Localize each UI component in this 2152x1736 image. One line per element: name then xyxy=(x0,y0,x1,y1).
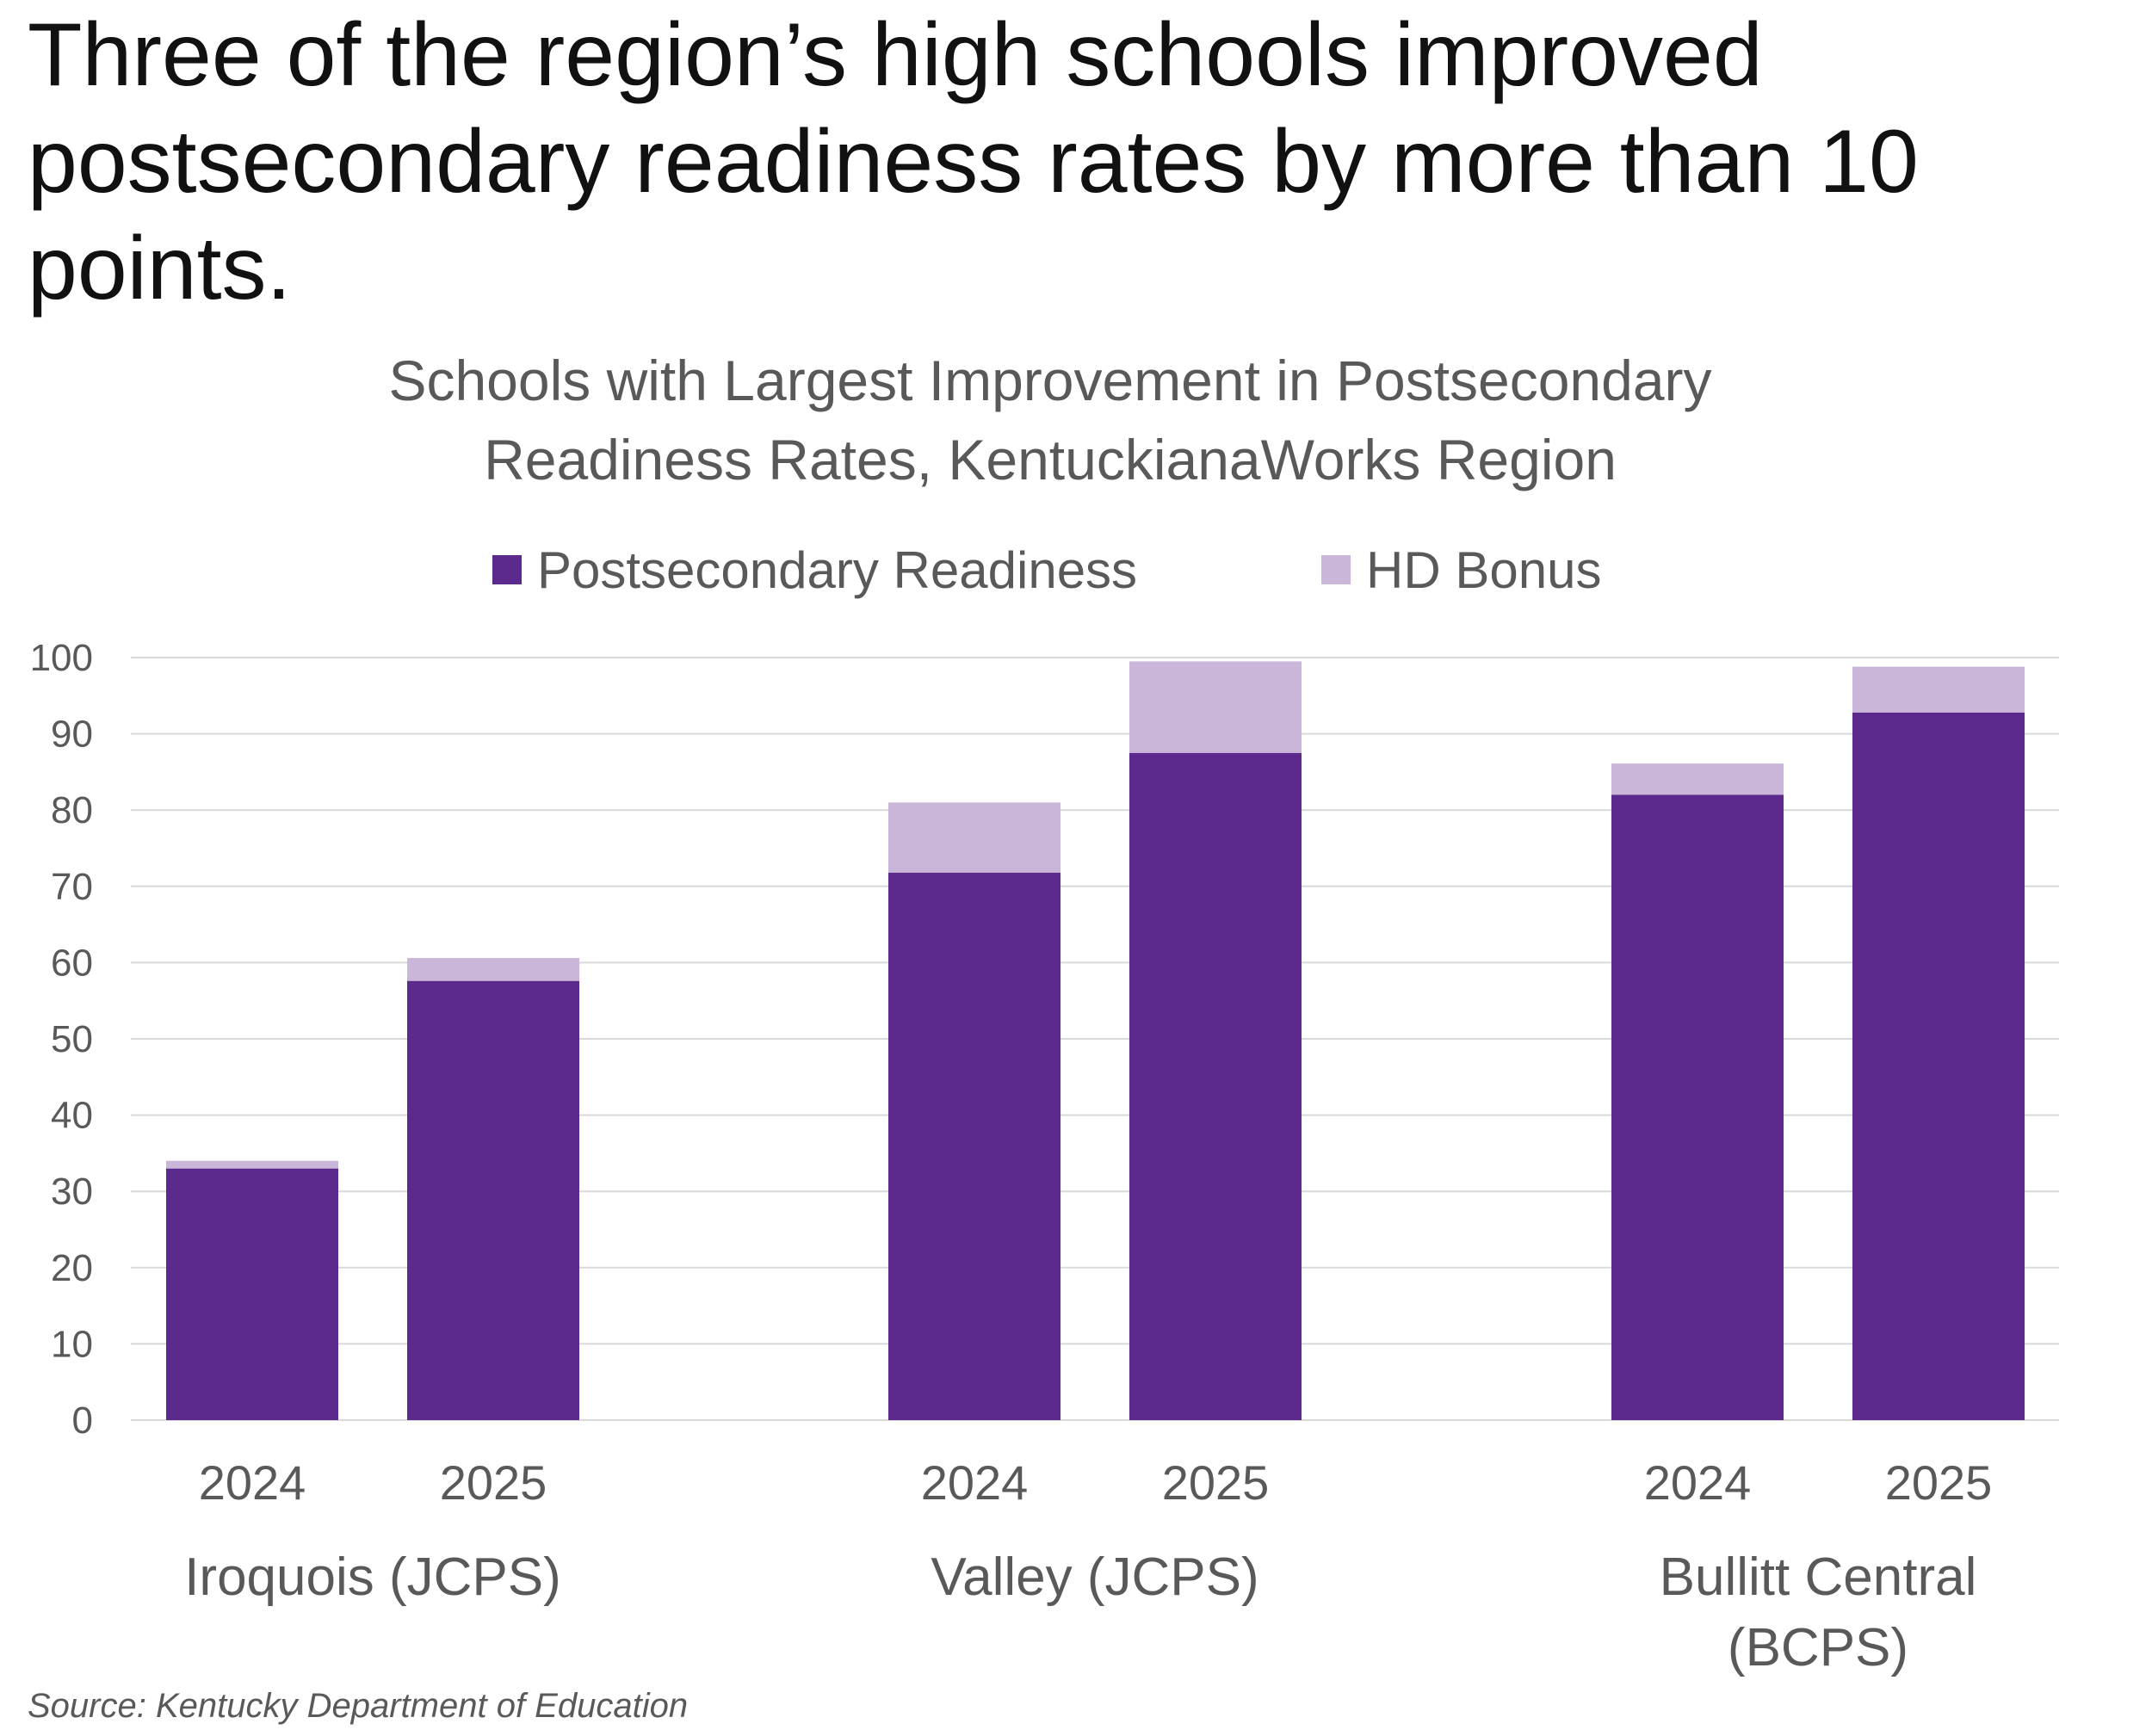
x-year-label: 2025 xyxy=(1885,1455,1993,1510)
bars xyxy=(166,661,2025,1420)
chart-title-line: Readiness Rates, KentuckianaWorks Region xyxy=(484,428,1617,491)
legend-swatch xyxy=(1321,555,1351,584)
y-axis-ticks: 0 10 20 30 40 50 60 70 80 90 100 xyxy=(30,637,93,1442)
x-axis-labels: 2024 2025 Iroquois (JCPS) 2024 2025 Valley (J… xyxy=(184,1455,1992,1677)
bar-segment xyxy=(166,1168,338,1420)
x-year-label: 2025 xyxy=(440,1455,547,1510)
y-tick-label: 90 xyxy=(51,714,93,756)
y-tick-label: 30 xyxy=(51,1171,93,1213)
bar-segment xyxy=(1852,712,2025,1420)
y-tick-label: 0 xyxy=(72,1399,93,1442)
legend-swatch xyxy=(492,555,522,584)
y-tick-label: 20 xyxy=(51,1247,93,1289)
x-group-label: (BCPS) xyxy=(1728,1618,1908,1677)
x-year-label: 2024 xyxy=(921,1455,1029,1510)
bar-segment xyxy=(1129,661,1302,753)
bar-segment xyxy=(1611,794,1784,1420)
bar-segment xyxy=(888,802,1061,873)
y-tick-label: 60 xyxy=(51,942,93,984)
legend-label: HD Bonus xyxy=(1366,541,1601,599)
y-tick-label: 50 xyxy=(51,1018,93,1060)
x-group-label: Valley (JCPS) xyxy=(931,1548,1258,1607)
y-tick-label: 80 xyxy=(51,789,93,831)
bar-segment xyxy=(1852,666,2025,713)
x-year-label: 2025 xyxy=(1162,1455,1270,1510)
y-tick-label: 10 xyxy=(51,1323,93,1365)
legend-label: Postsecondary Readiness xyxy=(537,541,1137,599)
chart-title-line: Schools with Largest Improvement in Post… xyxy=(388,349,1711,412)
y-tick-label: 100 xyxy=(30,637,93,679)
chart-title: Schools with Largest Improvement in Post… xyxy=(388,349,1711,491)
bar-segment xyxy=(1129,752,1302,1420)
headline: Three of the region’s high schools impro… xyxy=(28,5,1919,318)
bar-segment xyxy=(1611,763,1784,795)
bar-segment xyxy=(407,980,579,1420)
bar-segment xyxy=(407,958,579,981)
x-group-label: Bullitt Central xyxy=(1660,1548,1977,1607)
x-group-label: Iroquois (JCPS) xyxy=(184,1548,561,1607)
x-year-label: 2024 xyxy=(1644,1455,1752,1510)
x-year-label: 2024 xyxy=(199,1455,306,1510)
y-tick-label: 40 xyxy=(51,1095,93,1137)
y-tick-label: 70 xyxy=(51,866,93,908)
source-note: Source: Kentucky Department of Education xyxy=(28,1687,689,1725)
bar-segment xyxy=(888,872,1061,1420)
legend: Postsecondary Readiness HD Bonus xyxy=(492,541,1601,599)
bar-segment xyxy=(166,1160,338,1169)
